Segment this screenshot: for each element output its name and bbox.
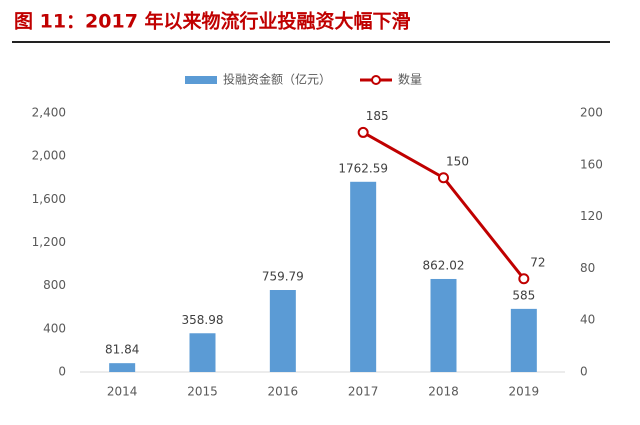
y2-tick-label: 120 (580, 209, 603, 223)
bar (189, 333, 216, 372)
bar (109, 363, 136, 372)
line-marker (357, 126, 369, 138)
line-marker (518, 273, 530, 285)
y2-tick-label: 200 (580, 106, 603, 120)
bar (430, 278, 457, 372)
legend-swatch (185, 76, 217, 84)
line (362, 131, 526, 280)
line-value-label: 72 (530, 255, 545, 269)
x-tick-label: 2015 (187, 385, 218, 399)
x-tick-label: 2016 (268, 385, 299, 399)
y2-tick-label: 40 (580, 313, 595, 327)
y2-tick-label: 80 (580, 261, 595, 275)
chart-title: 图 11：2017 年以来物流行业投融资大幅下滑 (14, 10, 411, 33)
bar-value-label: 358.98 (182, 313, 224, 327)
y2-tick-label: 160 (580, 157, 603, 171)
bar-value-label: 81.84 (105, 343, 139, 357)
bar (269, 290, 296, 372)
line-value-label: 150 (446, 154, 469, 168)
y-tick-label: 400 (43, 321, 66, 335)
x-tick-label: 2014 (107, 385, 138, 399)
x-tick-label: 2019 (509, 385, 540, 399)
y2-tick-label: 0 (580, 365, 588, 379)
bar-value-label: 759.79 (262, 270, 304, 284)
bar-value-label: 862.02 (423, 258, 465, 272)
legend-label: 数量 (398, 72, 422, 87)
bar (510, 308, 537, 372)
y-tick-label: 1,600 (32, 192, 66, 206)
line-marker (438, 172, 449, 184)
y-tick-label: 800 (43, 278, 66, 292)
x-tick-label: 2018 (428, 385, 459, 399)
bar-value-label: 1762.59 (338, 161, 388, 175)
y-tick-label: 2,400 (32, 106, 66, 120)
y-tick-label: 0 (58, 365, 66, 379)
line-value-label: 185 (366, 109, 389, 123)
legend-label: 投融资金额（亿元） (223, 72, 331, 87)
x-tick-label: 2017 (348, 385, 379, 399)
y-tick-label: 1,200 (32, 235, 66, 249)
bar (350, 181, 377, 372)
y-tick-label: 2,000 (32, 149, 66, 163)
bar-value-label: 585 (512, 288, 535, 302)
legend-marker (371, 75, 381, 85)
